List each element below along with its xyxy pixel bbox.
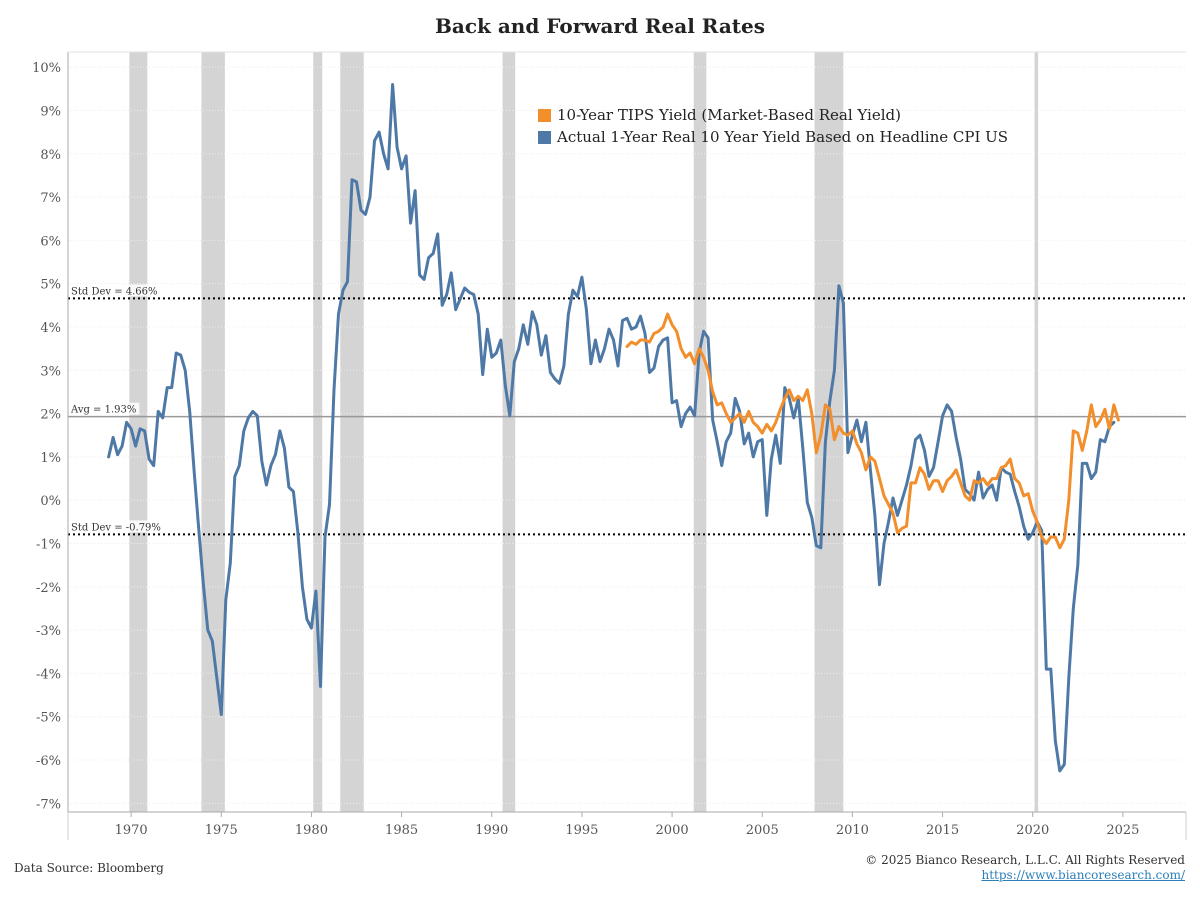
axes	[67, 51, 1187, 840]
y-tick-label-10: 0%	[40, 494, 61, 509]
legend-label-actual: Actual 1-Year Real 10 Year Yield Based o…	[557, 128, 1009, 146]
y-tick-label-14: -4%	[36, 667, 61, 682]
reference-label-bg-0	[69, 284, 161, 297]
horizontal-gridlines	[68, 66, 1186, 804]
recession-band-2	[313, 52, 323, 812]
reference-label-2: Std Dev = -0.79%	[71, 522, 161, 533]
recession-bands	[129, 52, 1039, 812]
x-tick-label-0: 1970	[115, 823, 148, 838]
x-tick-label-4: 1990	[475, 823, 508, 838]
x-tick-label-8: 2010	[836, 823, 869, 838]
legend-label-tips: 10-Year TIPS Yield (Market-Based Real Yi…	[557, 106, 901, 124]
legend: 10-Year TIPS Yield (Market-Based Real Yi…	[538, 104, 1008, 148]
reference-lines: Std Dev = 4.66% Avg = 1.93% Std Dev = -0.7…	[68, 284, 1186, 536]
recession-band-7	[1034, 52, 1039, 812]
y-tick-label-13: -3%	[36, 624, 61, 639]
recession-band-4	[502, 52, 516, 812]
legend-item-tips[interactable]: 10-Year TIPS Yield (Market-Based Real Yi…	[538, 104, 1008, 126]
legend-item-actual[interactable]: Actual 1-Year Real 10 Year Yield Based o…	[538, 126, 1008, 148]
x-tick-label-6: 2000	[656, 823, 689, 838]
legend-swatch-actual	[538, 130, 551, 144]
y-axis-ticks: 10% 9% 8% 7% 6% 5% 4% 3% 2% 1% 0% -1% -2% -3% -4% -5% -6…	[32, 61, 61, 812]
reference-label-bg-2	[69, 520, 164, 533]
legend-swatch-tips	[538, 108, 551, 122]
y-tick-label-11: -1%	[36, 538, 61, 553]
series-lines	[107, 83, 1120, 773]
x-tick-label-7: 2005	[746, 823, 779, 838]
recession-band-6	[814, 52, 844, 812]
y-tick-label-9: 1%	[40, 451, 61, 466]
x-tick-label-1: 1975	[205, 823, 238, 838]
reference-label-1: Avg = 1.93%	[70, 405, 136, 416]
series-line-0	[625, 312, 1120, 550]
reference-label-0: Std Dev = 4.66%	[71, 286, 158, 297]
y-tick-label-16: -6%	[36, 754, 61, 769]
y-tick-label-2: 8%	[40, 148, 61, 163]
x-tick-label-10: 2020	[1016, 823, 1049, 838]
website-link[interactable]: https://www.biancoresearch.com/	[981, 868, 1185, 882]
y-tick-label-7: 3%	[40, 364, 61, 379]
y-tick-label-15: -5%	[36, 711, 61, 726]
x-tick-label-9: 2015	[926, 823, 959, 838]
y-tick-label-12: -2%	[36, 581, 61, 596]
x-tick-label-11: 2025	[1106, 823, 1139, 838]
y-tick-label-17: -7%	[36, 797, 61, 812]
y-tick-label-6: 4%	[40, 321, 61, 336]
recession-band-3	[340, 52, 364, 812]
y-tick-label-3: 7%	[40, 191, 61, 206]
reference-label-bg-1	[69, 402, 140, 415]
copyright: © 2025 Bianco Research, L.L.C. All Right…	[865, 853, 1185, 867]
x-tick-label-5: 1995	[565, 823, 598, 838]
y-tick-label-5: 5%	[40, 278, 61, 293]
y-tick-label-8: 2%	[40, 408, 61, 423]
chart-title: Back and Forward Real Rates	[434, 14, 766, 38]
y-tick-label-1: 9%	[40, 104, 61, 119]
recession-band-5	[693, 52, 707, 812]
data-source: Data Source: Bloomberg	[14, 861, 164, 875]
series-line-1	[107, 83, 1116, 773]
x-tick-label-2: 1980	[295, 823, 328, 838]
y-tick-label-0: 10%	[32, 61, 61, 76]
y-tick-label-4: 6%	[40, 234, 61, 249]
x-axis-ticks: 1970 1975 1980 1985 1990 1995 2000 2005 2010 2015…	[115, 812, 1139, 838]
x-tick-label-3: 1985	[385, 823, 418, 838]
